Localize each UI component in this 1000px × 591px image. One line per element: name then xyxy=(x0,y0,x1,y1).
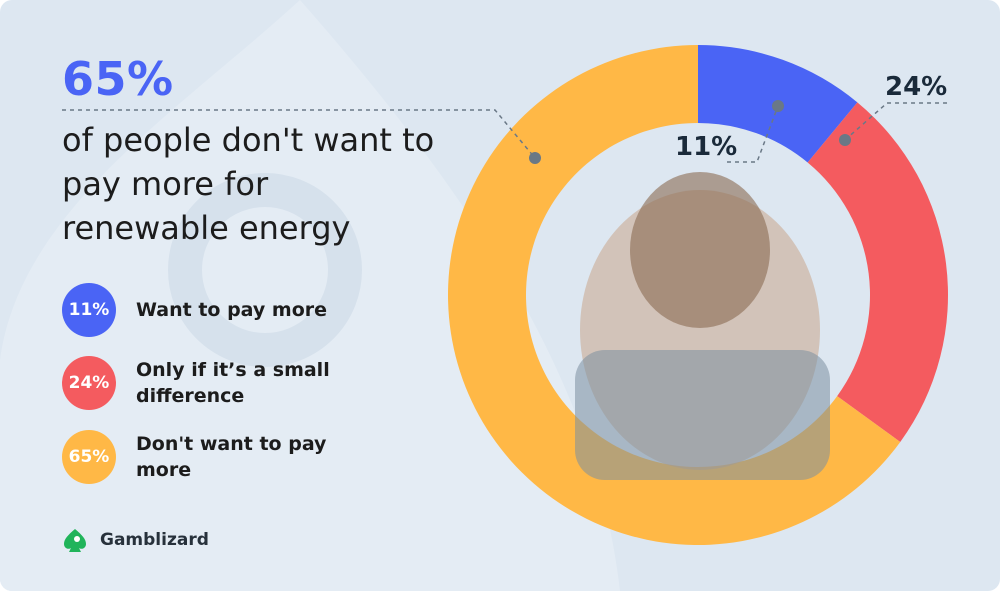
center-photo-placeholder xyxy=(575,172,830,480)
slice-dont-want-to-pay-more xyxy=(448,45,901,545)
legend-label: Don't want to pay more xyxy=(136,433,327,481)
gamblizard-icon xyxy=(64,529,86,552)
data-label-blue-slice: 11% xyxy=(675,132,738,162)
brand-name: Gamblizard xyxy=(100,530,209,550)
legend-item-small-difference: 24% Only if it’s a small difference xyxy=(62,356,386,410)
legend-item-want-to-pay-more: 11% Want to pay more xyxy=(62,283,386,337)
slice-small-difference xyxy=(807,102,948,442)
callout-dots xyxy=(529,100,851,164)
legend-badge: 24% xyxy=(62,356,116,410)
legend-label: Only if it’s a small difference xyxy=(136,359,330,407)
headline-description: of people don't want to pay more for ren… xyxy=(62,121,435,247)
legend-badge: 65% xyxy=(62,430,116,484)
legend-label: Want to pay more xyxy=(136,299,328,321)
callout-lines xyxy=(62,102,950,163)
headline-percentage: 65% xyxy=(62,52,174,106)
legend-badge: 11% xyxy=(62,283,116,337)
legend-item-dont-want-to-pay-more: 65% Don't want to pay more xyxy=(62,430,386,484)
brand-logo: Gamblizard xyxy=(62,527,209,553)
data-label-red-slice: 24% xyxy=(885,72,948,102)
